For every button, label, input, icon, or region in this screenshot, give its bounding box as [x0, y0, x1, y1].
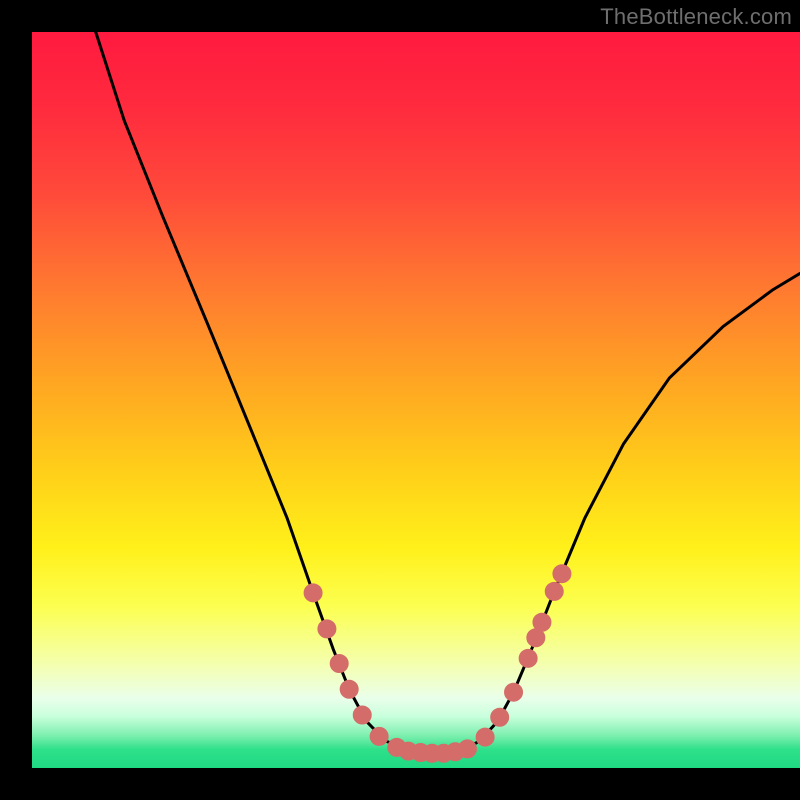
figure-frame: TheBottleneck.com — [0, 0, 800, 800]
marker-dot — [330, 654, 348, 672]
curve-layer — [32, 32, 800, 768]
marker-dot — [458, 740, 476, 758]
curve-right-arm — [462, 273, 800, 751]
marker-dot — [545, 582, 563, 600]
marker-dot — [304, 584, 322, 602]
marker-dot — [340, 680, 358, 698]
marker-dot — [318, 620, 336, 638]
plot-area — [32, 32, 800, 768]
marker-dot — [519, 649, 537, 667]
marker-dot — [476, 728, 494, 746]
curve-left-arm — [96, 32, 409, 750]
marker-dot — [370, 727, 388, 745]
marker-dot — [533, 613, 551, 631]
watermark-text: TheBottleneck.com — [600, 4, 792, 30]
marker-dot — [505, 683, 523, 701]
marker-dot — [353, 706, 371, 724]
marker-dot — [553, 565, 571, 583]
marker-dot — [491, 708, 509, 726]
